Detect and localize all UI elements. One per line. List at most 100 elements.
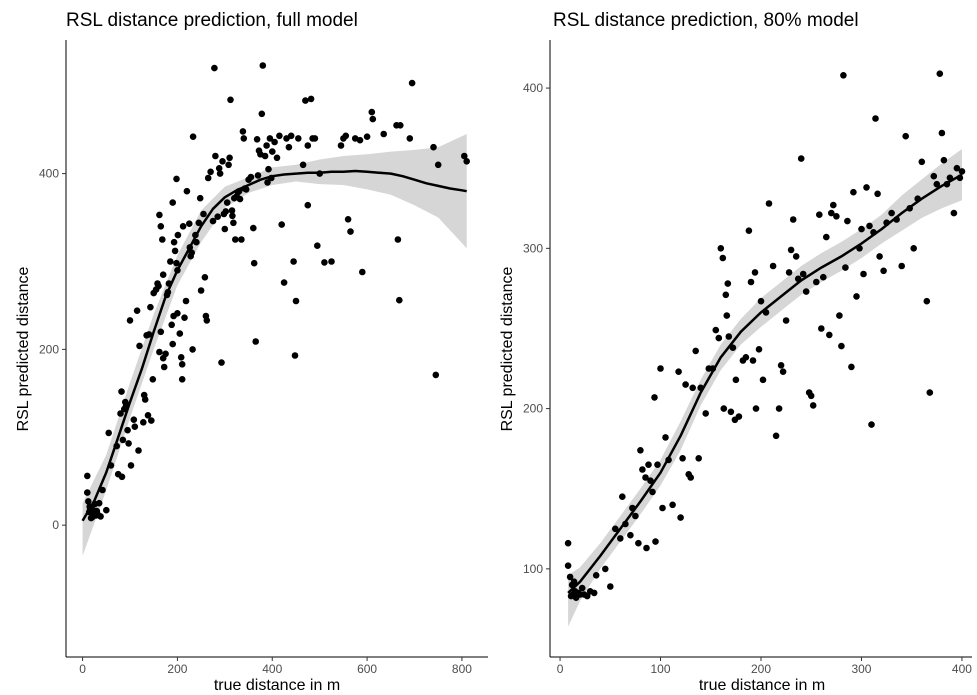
data-point	[136, 342, 143, 350]
data-point	[938, 129, 946, 137]
y-tick-label: 100	[523, 562, 543, 576]
data-point	[369, 115, 377, 123]
data-point	[844, 217, 851, 225]
data-point	[779, 368, 787, 376]
data-point	[304, 142, 312, 149]
data-point	[215, 165, 223, 172]
data-point	[729, 344, 737, 352]
data-point	[250, 259, 258, 267]
data-point	[328, 258, 335, 265]
x-tick-label: 300	[851, 662, 871, 676]
data-point	[747, 278, 755, 286]
data-point	[840, 72, 847, 79]
data-point	[189, 133, 197, 140]
data-point	[830, 201, 837, 209]
data-point	[564, 562, 572, 569]
data-point	[950, 209, 958, 217]
data-point	[612, 525, 619, 533]
data-point	[144, 412, 152, 419]
data-point	[169, 199, 176, 206]
data-point	[724, 280, 732, 287]
data-point	[159, 271, 167, 279]
data-point	[221, 225, 229, 233]
data-point	[219, 158, 226, 165]
data-point	[647, 477, 654, 485]
data-point	[818, 325, 825, 332]
data-point	[196, 194, 204, 202]
data-point	[649, 488, 656, 496]
data-point	[463, 158, 471, 165]
data-point	[254, 172, 262, 179]
data-point	[850, 188, 857, 196]
data-point	[145, 331, 153, 338]
data-point	[84, 472, 91, 480]
data-point	[816, 211, 823, 218]
data-point	[785, 269, 793, 276]
data-point	[652, 538, 659, 545]
data-point	[732, 376, 740, 384]
data-point	[252, 338, 259, 345]
data-point	[807, 392, 815, 400]
data-point	[669, 501, 676, 509]
data-point	[866, 222, 873, 230]
data-point	[156, 348, 163, 356]
data-point	[712, 326, 720, 334]
x-tick-label: 400	[262, 662, 282, 676]
data-point	[188, 249, 195, 256]
y-tick-label: 400	[39, 167, 59, 181]
data-point	[273, 154, 281, 162]
data-point	[156, 211, 163, 219]
data-point	[209, 217, 217, 225]
data-point	[930, 172, 938, 180]
data-point	[677, 514, 684, 521]
data-point	[118, 473, 126, 481]
x-tick-label: 100	[651, 662, 671, 676]
data-point	[311, 135, 319, 142]
data-point	[189, 346, 196, 353]
data-point	[607, 583, 614, 590]
data-point	[749, 357, 757, 364]
data-point	[130, 416, 138, 424]
data-point	[752, 405, 760, 412]
data-point	[140, 419, 147, 426]
data-point	[178, 361, 186, 368]
data-point	[195, 219, 203, 227]
data-point	[933, 180, 941, 188]
data-point	[757, 297, 765, 305]
data-point	[174, 310, 181, 317]
data-point	[141, 396, 149, 403]
data-point	[218, 359, 225, 366]
data-point	[149, 376, 157, 383]
data-point	[828, 209, 835, 217]
data-point	[84, 489, 91, 496]
data-point	[174, 231, 182, 239]
data-point	[214, 213, 221, 220]
data-point	[936, 70, 944, 77]
data-point	[173, 259, 180, 267]
data-point	[159, 236, 166, 243]
data-point	[302, 97, 309, 104]
y-tick-label: 200	[523, 402, 543, 416]
x-tick-label: 0	[557, 662, 564, 676]
data-point	[216, 170, 224, 177]
data-point	[755, 346, 763, 353]
data-point	[95, 499, 103, 507]
data-point	[940, 156, 948, 164]
data-point	[769, 262, 777, 270]
data-point	[702, 410, 709, 417]
data-point	[171, 247, 179, 255]
data-point	[742, 354, 750, 361]
data-point	[654, 461, 661, 469]
data-point	[833, 213, 840, 220]
data-point	[204, 174, 212, 182]
data-point	[239, 128, 247, 135]
axis-ticks: 0 200 400 600 800 0 200 400	[39, 167, 472, 676]
data-point	[396, 296, 403, 304]
data-point	[662, 434, 669, 441]
data-point	[223, 199, 231, 206]
data-point	[642, 474, 649, 481]
data-point	[799, 270, 807, 278]
data-point	[872, 115, 879, 122]
data-point	[432, 371, 440, 379]
data-point	[236, 195, 244, 203]
